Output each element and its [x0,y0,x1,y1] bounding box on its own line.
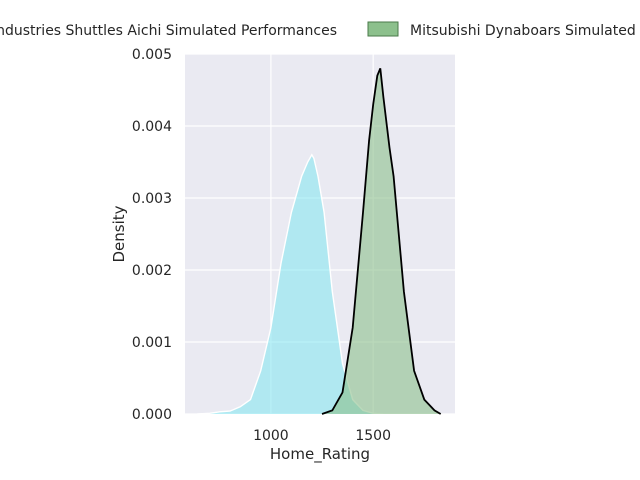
legend: Industries Shuttles Aichi Simulated Perf… [0,21,640,39]
y-tick-label: 0.001 [132,335,172,351]
legend-label-industries: Industries Shuttles Aichi Simulated Perf… [0,23,337,39]
legend-swatch-mitsubishi [367,21,399,37]
y-tick-label: 0.000 [132,407,172,423]
x-tick-label: 1500 [355,428,391,444]
density-area-industries [197,154,384,415]
tick-labels: 1000 1500 0.000 0.001 0.002 0.003 0.004 0.005 [132,47,391,444]
y-tick-label: 0.002 [132,263,172,279]
series-layer [197,68,442,415]
y-tick-label: 0.005 [132,47,172,63]
density-line-mitsubishi [321,68,442,415]
density-area-mitsubishi [322,68,441,415]
legend-label-mitsubishi: Mitsubishi Dynaboars Simulated Performan… [410,23,640,39]
y-tick-label: 0.004 [132,119,172,135]
x-axis-label: Home_Rating [270,445,370,464]
x-tick-label: 1000 [253,428,289,444]
y-axis-label: Density [110,205,128,262]
y-tick-label: 0.003 [132,191,172,207]
